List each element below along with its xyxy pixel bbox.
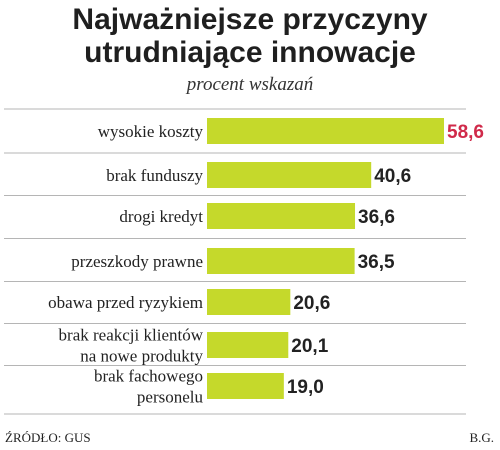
category-label: obawa przed ryzykiem — [48, 293, 203, 312]
category-label: przeszkody prawne — [71, 252, 203, 271]
chart-title-line-2: utrudniające innowacje — [84, 36, 416, 69]
category-label: drogi kredyt — [119, 207, 203, 226]
value-label: 19,0 — [287, 377, 324, 398]
category-label: na nowe produkty — [80, 347, 203, 366]
category-label: brak reakcji klientów — [59, 326, 204, 345]
value-label: 20,6 — [293, 293, 330, 314]
chart-subtitle: procent wskazań — [186, 74, 314, 95]
category-label: personelu — [137, 388, 204, 407]
author-credit: B.G. — [469, 430, 494, 445]
value-label: 58,6 — [447, 122, 484, 143]
value-label: 20,1 — [291, 336, 328, 357]
bar — [207, 203, 356, 229]
bar — [207, 248, 355, 274]
chart-title: Najważniejsze przyczyny utrudniające inn… — [0, 3, 500, 69]
value-label: 36,5 — [358, 252, 395, 273]
source-note: ŹRÓDŁO: GUS — [5, 430, 91, 445]
value-label: 36,6 — [358, 207, 395, 228]
category-label: brak funduszy — [106, 166, 203, 185]
value-label: 40,6 — [374, 166, 411, 187]
bar — [207, 332, 289, 358]
bar — [207, 118, 444, 144]
bar — [207, 289, 291, 315]
category-label: brak fachowego — [94, 367, 203, 386]
bar — [207, 373, 284, 399]
bar — [207, 162, 372, 188]
chart-title-line-1: Najważniejsze przyczyny — [72, 3, 428, 36]
category-label: wysokie koszty — [98, 122, 204, 141]
